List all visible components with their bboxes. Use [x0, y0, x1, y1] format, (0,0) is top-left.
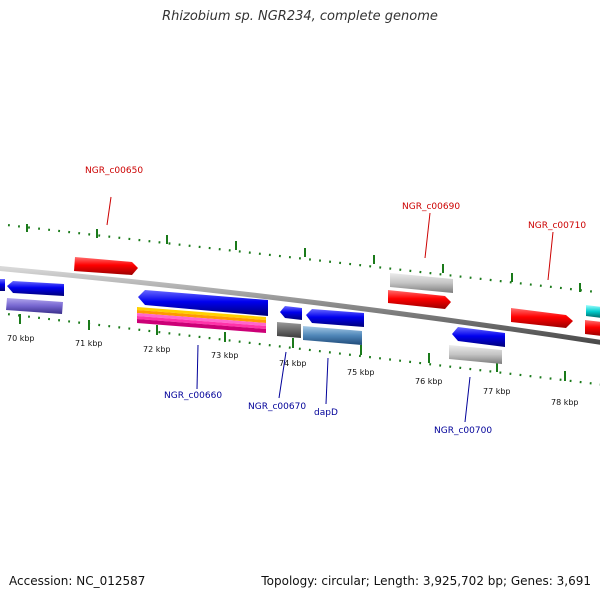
- tick-label: 74 kbp: [279, 359, 307, 368]
- plus-strand-genes: [74, 257, 600, 336]
- tick-label: 72 kbp: [143, 345, 171, 354]
- gene-feature-NGR_c00670[interactable]: [277, 322, 301, 338]
- gene-arrow-NGR_c00690[interactable]: [388, 290, 451, 309]
- gene-feature-dapD[interactable]: [303, 326, 362, 345]
- gene-feature-cyan[interactable]: [586, 305, 600, 318]
- gene-label: NGR_c00700: [434, 426, 492, 436]
- genome-stats-text: Topology: circular; Length: 3,925,702 bp…: [261, 574, 591, 588]
- gene-arrow-blue-small[interactable]: [280, 306, 302, 320]
- tick-label: 70 kbp: [7, 334, 35, 343]
- gene-arrow-blue-mid[interactable]: [306, 309, 364, 327]
- gene-label: dapD: [314, 408, 338, 418]
- tick-label: 78 kbp: [551, 398, 579, 407]
- gene-feature-NGR_c00660[interactable]: [137, 307, 266, 333]
- gene-label: NGR_c00650: [85, 166, 143, 176]
- gene-arrow-NGR_c00650[interactable]: [74, 257, 138, 275]
- lower-tick-track: [0, 312, 600, 386]
- map-title: Rhizobium sp. NGR234, complete genome: [162, 9, 438, 24]
- tick-label: 76 kbp: [415, 377, 443, 386]
- tick-label: 71 kbp: [75, 339, 103, 348]
- leader-lines: [106, 196, 554, 423]
- gene-arrow-blue-right[interactable]: [452, 327, 505, 347]
- gene-feature-gray[interactable]: [390, 273, 453, 293]
- gene-arrow-blue[interactable]: [7, 281, 64, 296]
- gene-feature-purple[interactable]: [6, 298, 63, 314]
- gene-label: NGR_c00660: [164, 391, 222, 401]
- gene-label: NGR_c00670: [248, 402, 306, 412]
- gene-feature-NGR_c00700[interactable]: [449, 345, 502, 364]
- upper-tick-track: [0, 223, 600, 294]
- gene-label: NGR_c00690: [402, 202, 460, 212]
- gene-arrow-NGR_c00710[interactable]: [511, 308, 573, 328]
- accession-text: Accession: NC_012587: [9, 574, 146, 588]
- gene-arrow-edge-left[interactable]: [0, 279, 5, 291]
- gene-label: NGR_c00710: [528, 221, 586, 231]
- tick-label: 75 kbp: [347, 368, 375, 377]
- genome-backbone: [0, 265, 600, 345]
- gene-feature-red-edge[interactable]: [585, 320, 600, 336]
- gene-arrow-blue-long[interactable]: [138, 290, 268, 316]
- tick-label: 73 kbp: [211, 351, 239, 360]
- tick-label: 77 kbp: [483, 387, 511, 396]
- minus-strand-genes: [0, 279, 505, 364]
